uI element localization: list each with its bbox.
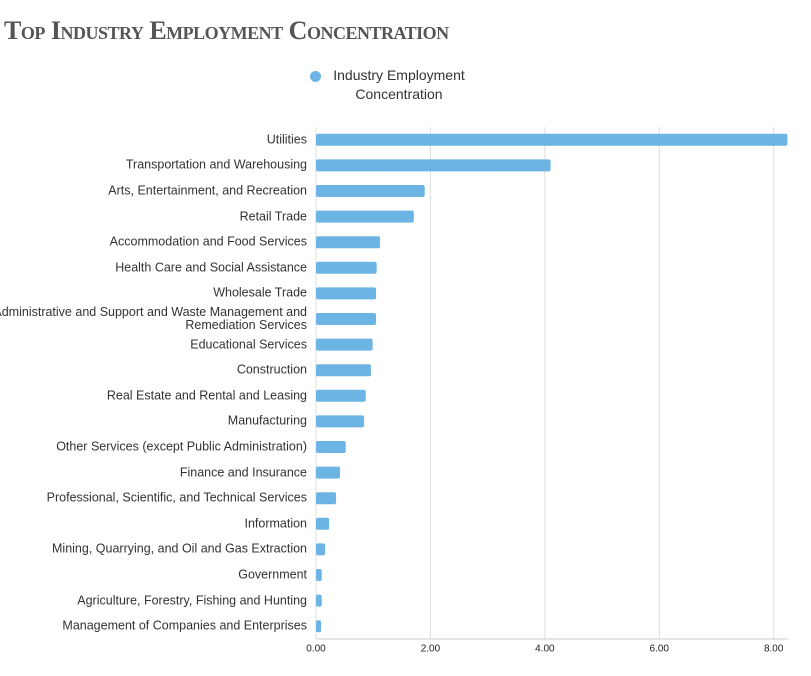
bar bbox=[316, 287, 377, 300]
bar bbox=[316, 389, 366, 402]
y-tick-label: Professional, Scientific, and Technical … bbox=[46, 490, 307, 505]
y-tick-label: Arts, Entertainment, and Recreation bbox=[108, 183, 307, 198]
bar bbox=[316, 517, 330, 530]
x-tick-label: 0.00 bbox=[306, 644, 326, 655]
y-tick-label: Accommodation and Food Services bbox=[109, 234, 307, 249]
x-tick-label: 2.00 bbox=[421, 644, 441, 655]
bar bbox=[316, 159, 551, 172]
x-tick-label: 4.00 bbox=[535, 644, 555, 655]
x-tick-label: 6.00 bbox=[650, 644, 670, 655]
y-tick-label: Health Care and Social Assistance bbox=[115, 260, 307, 275]
y-tick-label: Agriculture, Forestry, Fishing and Hunti… bbox=[77, 593, 307, 608]
y-tick-label: Utilities bbox=[266, 132, 307, 147]
bar bbox=[316, 415, 365, 428]
bar bbox=[316, 620, 322, 633]
legend-label: Industry Employment Concentration bbox=[333, 67, 465, 102]
bar bbox=[316, 261, 377, 274]
y-tick-label: Other Services (except Public Administra… bbox=[56, 439, 307, 454]
y-tick-label: Management of Companies and Enterprises bbox=[62, 618, 307, 633]
bar bbox=[316, 594, 322, 607]
chart-title: Top Industry Employment Concentration bbox=[4, 16, 449, 45]
bar bbox=[316, 185, 425, 197]
bar bbox=[316, 569, 322, 581]
y-tick-label: Educational Services bbox=[190, 337, 307, 352]
legend: Industry Employment Concentration bbox=[310, 66, 480, 104]
y-tick-label: Transportation and Warehousing bbox=[125, 157, 307, 172]
bar bbox=[316, 543, 326, 556]
y-tick-label: Administrative and Support and Waste Man… bbox=[0, 305, 307, 332]
legend-swatch bbox=[310, 71, 321, 82]
bar bbox=[316, 133, 788, 146]
bar bbox=[316, 210, 414, 223]
y-tick-label: Retail Trade bbox=[239, 209, 307, 224]
bar bbox=[316, 492, 337, 505]
y-tick-label: Manufacturing bbox=[227, 413, 307, 428]
y-tick-label: Mining, Quarrying, and Oil and Gas Extra… bbox=[52, 541, 307, 556]
bar bbox=[316, 313, 377, 325]
bar bbox=[316, 466, 341, 479]
bar bbox=[316, 338, 373, 351]
bar bbox=[316, 236, 381, 249]
x-tick-label: 8.00 bbox=[764, 644, 784, 655]
y-tick-label: Government bbox=[238, 567, 307, 582]
bar bbox=[316, 364, 371, 377]
y-tick-label: Wholesale Trade bbox=[213, 285, 307, 300]
y-tick-label: Construction bbox=[236, 362, 307, 377]
bar bbox=[316, 441, 346, 453]
y-tick-label: Real Estate and Rental and Leasing bbox=[106, 388, 307, 403]
y-tick-label: Finance and Insurance bbox=[179, 465, 307, 480]
y-tick-label: Information bbox=[244, 516, 307, 531]
